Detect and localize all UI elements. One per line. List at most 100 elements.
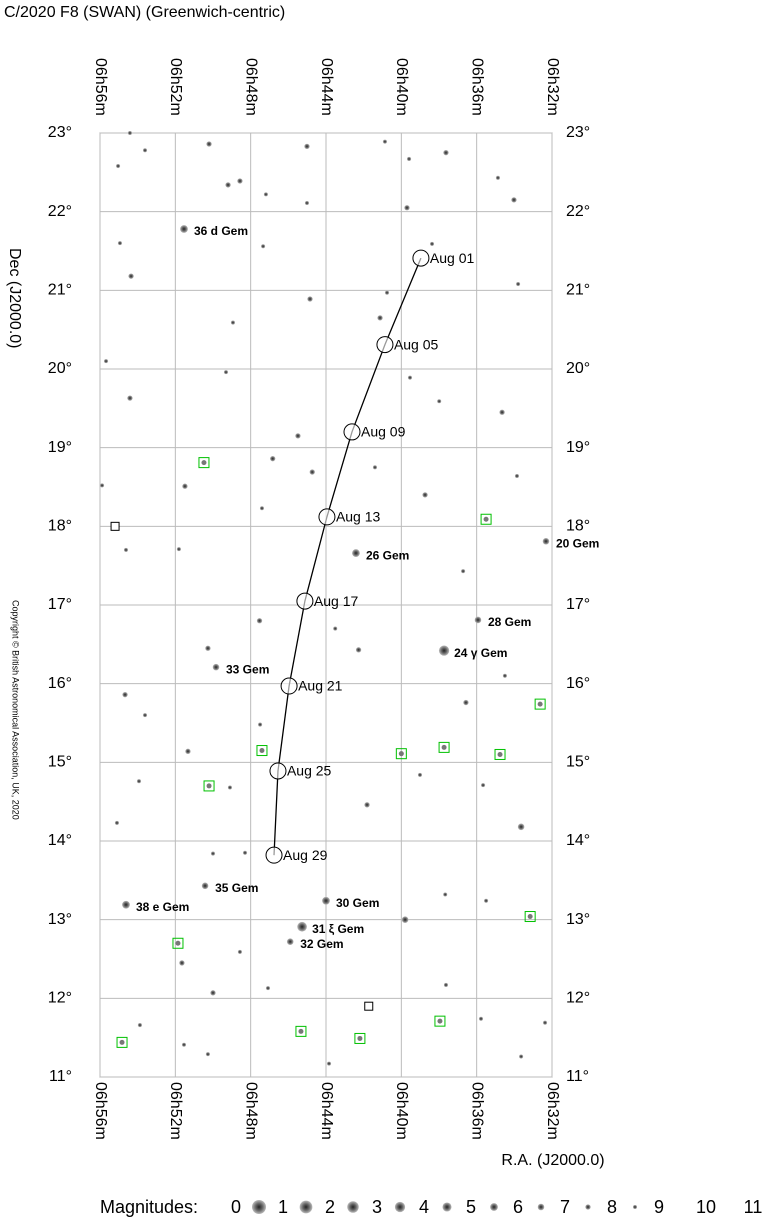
comet-date: Aug 09 [361, 424, 406, 440]
y-tick-label: 20° [48, 360, 72, 377]
y-tick-label: 11° [49, 1068, 72, 1085]
deep-sky-core [357, 1035, 363, 1041]
y-tick-label: 22° [48, 203, 72, 220]
x-tick-label: 06h36m [468, 1082, 485, 1140]
star [443, 150, 449, 156]
star [122, 692, 128, 698]
deep-sky-object [494, 748, 506, 760]
star [258, 722, 263, 727]
y-tick-label: 22° [566, 203, 590, 220]
x-tick-label: 06h40m [393, 1082, 410, 1140]
comet-date: Aug 17 [314, 593, 359, 609]
star [382, 139, 387, 144]
star [511, 197, 517, 203]
comet-date: Aug 01 [430, 250, 475, 266]
deep-sky-core [175, 940, 181, 946]
star [322, 896, 330, 905]
star [210, 990, 216, 996]
star-label: 33 Gem [226, 662, 269, 676]
star [304, 200, 310, 206]
deep-sky-core [527, 914, 533, 920]
y-tick-label: 19° [48, 439, 72, 456]
star [237, 178, 243, 184]
star [309, 469, 315, 475]
deep-sky-core [259, 748, 265, 754]
deep-sky-object [480, 513, 492, 525]
star [117, 241, 123, 246]
legend-label: 1 [278, 1197, 288, 1217]
y-tick-label: 23° [48, 124, 72, 141]
comet-date: Aug 13 [336, 509, 381, 525]
deep-sky-object [395, 748, 407, 760]
star [463, 699, 469, 706]
y-tick-label: 17° [48, 596, 72, 613]
star-label: 28 Gem [488, 615, 531, 629]
deep-sky-core [441, 744, 447, 750]
x-tick-label: 06h32m [544, 58, 561, 116]
star [265, 986, 271, 991]
x-tick-label: 06h44m [318, 1082, 335, 1140]
comet-date: Aug 05 [394, 336, 439, 352]
x-tick-label: 06h52m [167, 58, 184, 116]
marker [364, 1001, 374, 1011]
star [136, 779, 142, 784]
star [252, 1200, 266, 1214]
star [484, 898, 489, 903]
star [179, 960, 185, 966]
y-tick-label: 17° [566, 596, 590, 613]
y-tick-label: 20° [566, 360, 590, 377]
star [585, 1204, 591, 1210]
y-tick-label: 16° [48, 675, 72, 692]
star [355, 647, 362, 653]
legend-label: 7 [560, 1197, 570, 1217]
star [176, 547, 181, 552]
star [210, 851, 216, 856]
star [205, 1052, 210, 1057]
star [542, 1020, 548, 1025]
deep-sky-core [483, 516, 489, 522]
deep-sky-core [398, 751, 404, 757]
star-label: 24 γ Gem [454, 646, 507, 660]
star [384, 290, 390, 295]
star [401, 916, 409, 923]
star [270, 456, 276, 462]
star [499, 409, 505, 415]
deep-sky-object [256, 745, 268, 757]
deep-sky-object [434, 1015, 446, 1027]
star [352, 549, 360, 557]
legend-label: 9 [654, 1197, 664, 1217]
star [429, 241, 435, 246]
comet-date: Aug 21 [298, 678, 343, 694]
legend-label: 6 [513, 1197, 523, 1217]
star-label: 36 d Gem [194, 224, 248, 238]
comet-position [269, 762, 287, 780]
star [205, 645, 211, 651]
deep-sky-object [116, 1036, 128, 1048]
deep-sky-core [206, 783, 212, 789]
star [201, 882, 209, 890]
comet-position [318, 508, 336, 526]
star [514, 473, 520, 479]
star [181, 1042, 187, 1047]
star [422, 492, 428, 498]
star [114, 820, 119, 825]
star [297, 921, 307, 932]
deep-sky-object [295, 1025, 307, 1037]
star [263, 192, 268, 197]
star [127, 395, 133, 401]
star [116, 164, 121, 169]
deep-sky-object [438, 741, 450, 753]
star [127, 130, 132, 136]
star [407, 156, 412, 162]
star [227, 785, 232, 790]
deep-sky-object [534, 698, 546, 710]
star [442, 1202, 452, 1212]
y-tick-label: 16° [566, 675, 590, 692]
y-tick-label: 14° [566, 832, 590, 849]
y-tick-label: 14° [48, 832, 72, 849]
comet-position [412, 249, 430, 267]
star [517, 823, 525, 831]
comet-position [343, 423, 361, 441]
